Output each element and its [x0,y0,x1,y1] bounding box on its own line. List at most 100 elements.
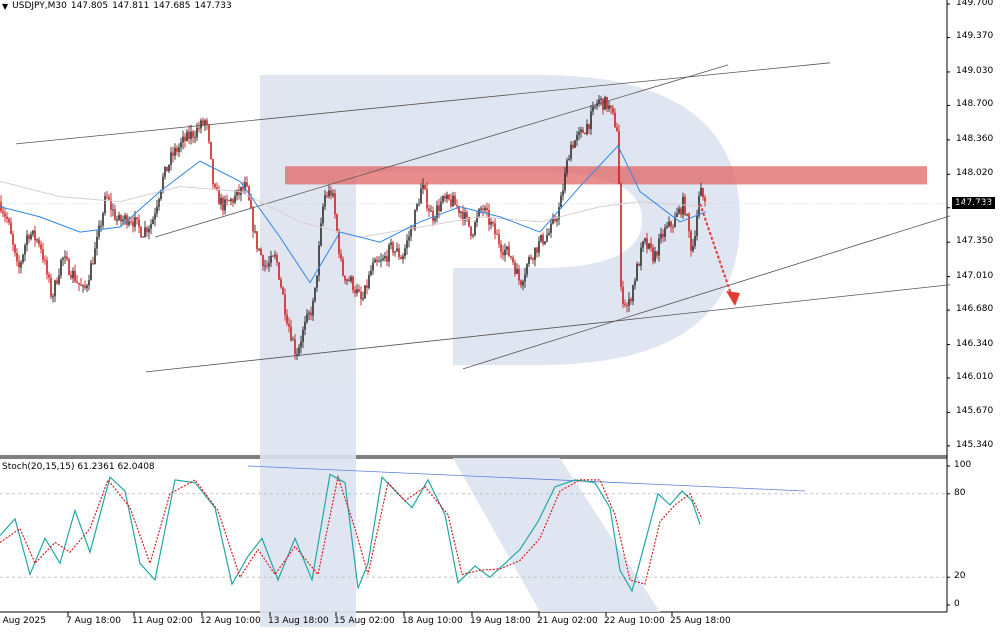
candle [492,220,494,227]
candle [390,238,392,250]
time-tick-label: 18 Aug 10:00 [402,616,463,626]
candle [140,225,142,238]
candle [674,211,676,228]
candle-body [436,205,438,219]
candle-body [584,133,586,135]
candle [292,336,294,341]
candle-body [232,199,234,203]
candle-body [154,213,156,220]
candle [192,129,194,144]
candle-body [178,147,180,152]
candle-body [202,120,204,125]
candle-body [210,141,212,159]
candle-body [542,234,544,244]
candle [308,310,310,321]
candle-body [148,228,150,233]
candle-body [176,147,178,152]
candle-body [658,238,660,256]
candle-body [366,285,368,288]
candle-body [182,136,184,143]
candle [380,253,382,268]
collapse-triangle-icon[interactable]: ▼ [2,1,9,11]
candle-body [116,219,118,221]
candle-body [558,207,560,220]
candle [594,105,596,110]
candle-body [4,213,6,217]
candle [428,204,430,217]
candle-body [438,205,440,212]
candle-body [358,289,360,292]
candle [616,122,618,132]
candle [230,197,232,206]
candle-body [500,244,502,252]
candle [250,193,252,209]
candle-body [122,219,124,222]
candle-body [20,262,22,268]
candle-body [340,253,342,260]
forecast-arrow-line [699,203,732,295]
candle [432,206,434,227]
price-tick-label: 145.670 [956,406,994,417]
candle [582,126,584,134]
candle-body [86,285,88,289]
candle [420,183,422,204]
candle-body [290,326,292,341]
candle-body [384,256,386,259]
candle [244,176,246,195]
candle [648,243,650,250]
candle-body [408,236,410,241]
time-tick-label: 19 Aug 18:00 [470,616,531,626]
candle [604,95,606,110]
candle [350,274,352,284]
candle [528,255,530,268]
time-tick-label: 7 Aug 18:00 [66,616,121,626]
candle [108,193,110,202]
candle-body [14,244,16,254]
candle-body [682,196,684,215]
candle [272,254,274,257]
time-tick-label: 6 Aug 2025 [0,616,46,626]
price-tick-label: 147.690 [956,201,994,212]
candle-body [324,195,326,207]
candle [46,256,48,280]
candle [392,240,394,256]
stoch-tick-label: 20 [954,571,966,582]
candle [70,270,72,280]
candle-body [294,339,296,355]
candle [312,297,314,322]
candle-body [56,280,58,284]
candle [510,255,512,260]
candle [286,309,288,326]
candle-body [604,97,606,110]
candle [620,182,622,292]
candle-body [338,231,340,254]
candle [602,98,604,115]
candle-body [98,225,100,237]
candle [156,200,158,218]
candle [606,96,608,113]
candle-body [628,299,630,306]
candle-body [344,275,346,281]
candle [294,334,296,360]
candle-body [24,245,26,255]
candle [208,124,210,145]
candle-body [544,241,546,244]
candle [402,253,404,264]
candle-body [332,193,334,196]
candle-body [256,231,258,250]
candle-body [64,256,66,258]
candle-body [524,274,526,282]
candle-body [208,124,210,142]
candle [374,257,376,263]
candle [612,104,614,116]
candle [218,185,220,205]
candle [320,217,322,247]
candle-body [28,235,30,240]
candle [490,217,492,230]
candle [484,204,486,213]
candle [396,242,398,252]
candle-body [234,195,236,203]
candle [544,241,546,245]
candle-body [270,255,272,263]
candle-body [138,219,140,227]
